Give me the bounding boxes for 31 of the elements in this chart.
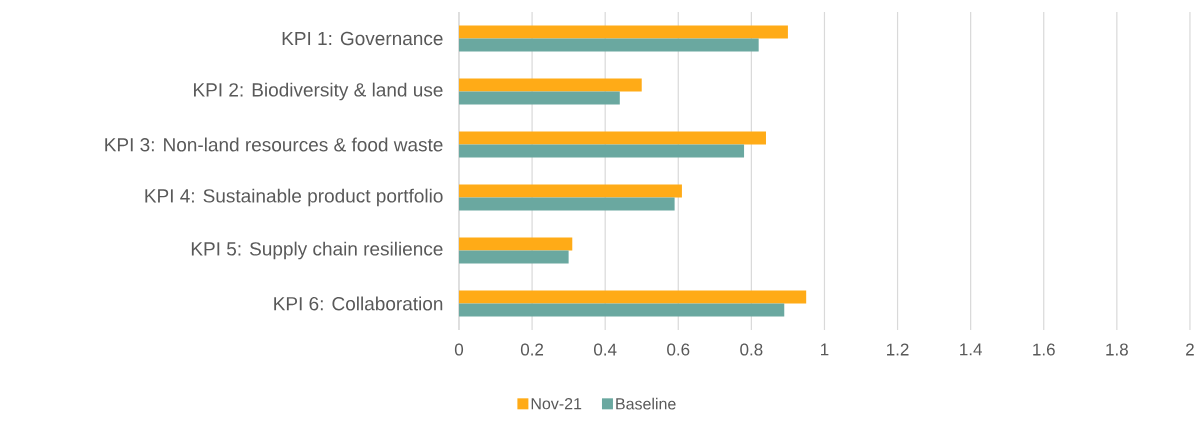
x-tick-label: 1.6 [1033, 343, 1055, 356]
bar [458, 237, 573, 251]
x-tick-label: 2 [1186, 343, 1194, 356]
x-tick-label: 0 [454, 343, 464, 356]
x-tick-label: 0.6 [667, 343, 690, 356]
bar [458, 38, 759, 52]
y-tick-label: KPI 4: Sustainable product portfolio [145, 188, 443, 207]
x-tick-label: 0.4 [594, 343, 617, 356]
legend-label: Nov-21 [531, 398, 582, 410]
x-tick-label: 1 [821, 343, 829, 356]
x-tick-label: 0.2 [520, 343, 544, 356]
legend-label: Baseline [616, 397, 676, 410]
x-tick-label: 1.2 [887, 343, 909, 356]
bar [458, 131, 766, 145]
bar [458, 184, 682, 198]
bar [458, 78, 642, 92]
bar [458, 91, 620, 105]
x-tick-label: 1.4 [960, 343, 982, 356]
y-tick-label: KPI 2: Biodiversity & land use [194, 82, 443, 101]
y-tick-label: KPI 6: Collaboration [274, 296, 443, 311]
x-tick-label: 0.8 [740, 343, 763, 356]
y-tick-label: KPI 3: Non-land resources & food waste [105, 137, 443, 152]
bar [458, 303, 785, 317]
bar [458, 290, 807, 304]
bar [458, 144, 745, 158]
y-tick-label: KPI 5: Supply chain resilience [191, 241, 443, 260]
x-tick-label: 1.8 [1106, 343, 1128, 356]
y-tick-label: KPI 1: Governance [282, 31, 443, 46]
bar [458, 197, 675, 211]
bar [458, 250, 569, 264]
bar [458, 25, 788, 39]
